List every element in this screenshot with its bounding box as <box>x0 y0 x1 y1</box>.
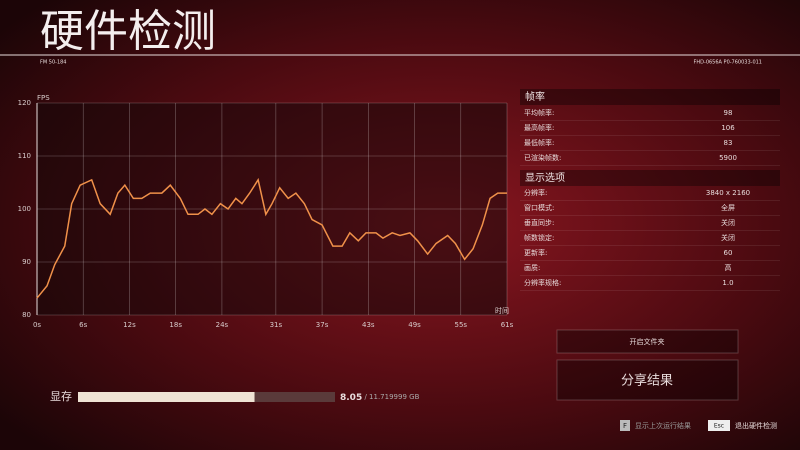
setting-label: 分辨率: <box>524 188 547 197</box>
memory-part: 11.719999 <box>369 393 407 401</box>
y-tick-label: 110 <box>18 152 31 160</box>
setting-value: 高 <box>725 263 732 272</box>
key-badge <box>708 420 730 431</box>
y-tick-label: 80 <box>22 311 31 319</box>
x-tick-label: 49s <box>408 321 421 329</box>
setting-label: 画质: <box>524 263 540 272</box>
memory-label: 显存 <box>50 389 72 403</box>
setting-label: 更新率: <box>524 248 547 257</box>
page-title: 硬件检测 <box>40 6 216 57</box>
y-tick-label: 100 <box>18 205 31 213</box>
button-label[interactable]: 分享结果 <box>621 373 673 389</box>
setting-value: 全屏 <box>721 203 735 212</box>
fps-line <box>36 177 507 299</box>
x-tick-label: 37s <box>316 321 329 329</box>
code-right: FHD-0656A P0-760033-011 <box>694 60 762 66</box>
setting-label: 垂直同步: <box>524 218 554 227</box>
setting-value: 关闭 <box>721 233 735 242</box>
x-tick-label: 18s <box>169 321 182 329</box>
x-tick-label: 31s <box>270 321 283 329</box>
memory-part: / <box>364 393 367 401</box>
key[interactable]: Esc <box>714 423 724 430</box>
x-tick-label: 55s <box>454 321 467 329</box>
share-button[interactable] <box>556 359 739 401</box>
setting-value: 1.0 <box>722 279 733 287</box>
plot-area <box>37 103 507 315</box>
key-badge <box>620 420 630 431</box>
setting-label: 最高帧率: <box>524 123 554 132</box>
setting-value: 60 <box>724 249 733 257</box>
memory: 8.05 / 11.719999 GB <box>78 392 420 403</box>
button-label[interactable]: 开启文件夹 <box>630 337 665 346</box>
memory-readout: 8.05 / 11.719999 GB <box>340 393 420 403</box>
section-header <box>520 170 780 186</box>
setting-value: 5900 <box>719 154 737 162</box>
x-tick-label: 0s <box>33 321 41 329</box>
setting-label: 平均帧率: <box>524 108 554 117</box>
memory-part: 8.05 <box>340 393 362 403</box>
x-tick-label: 6s <box>79 321 87 329</box>
setting-value: 3840 x 2160 <box>706 189 750 197</box>
setting-value: 83 <box>724 139 733 147</box>
x-tick-label: 12s <box>123 321 136 329</box>
x-tick-label: 61s <box>501 321 514 329</box>
setting-label: 帧数锁定: <box>524 233 554 242</box>
setting-value: 98 <box>724 109 733 117</box>
section-title: 帧率 <box>525 90 545 103</box>
code-left: FM 50-184 <box>40 60 67 66</box>
x-tick-label: 24s <box>216 321 229 329</box>
x-axis-label: 时间 <box>495 306 509 315</box>
setting-label: 窗口模式: <box>524 203 554 212</box>
setting-value: 106 <box>721 124 735 132</box>
section-header <box>520 89 780 105</box>
memory-fill <box>78 392 255 402</box>
x-tick-label: 43s <box>362 321 375 329</box>
setting-label: 最低帧率: <box>524 138 554 147</box>
footer-action[interactable]: 退出硬件检测 <box>735 421 777 430</box>
setting-label: 已渲染帧数: <box>524 153 561 162</box>
footer-action[interactable]: 显示上次运行结果 <box>635 421 691 430</box>
section-title: 显示选项 <box>525 171 565 184</box>
chart: 80 90 100 110 120 0s 6s 12s 18s 24s 31s 37s 43s 49s 55… <box>18 99 514 329</box>
settings: 平均帧率: 98 最高帧率: 106 最低帧率: 83 已渲染帧数: 5900 分辨率: 3840… <box>520 108 780 291</box>
y-tick-label: 120 <box>18 99 31 107</box>
y-axis-label: FPS <box>37 94 50 102</box>
setting-label: 分辨率规格: <box>524 278 561 287</box>
setting-value: 关闭 <box>721 218 735 227</box>
key[interactable]: F <box>623 422 627 430</box>
open-folder-button[interactable] <box>556 329 739 354</box>
y-tick-label: 90 <box>22 258 31 266</box>
memory-part: GB <box>409 393 419 401</box>
